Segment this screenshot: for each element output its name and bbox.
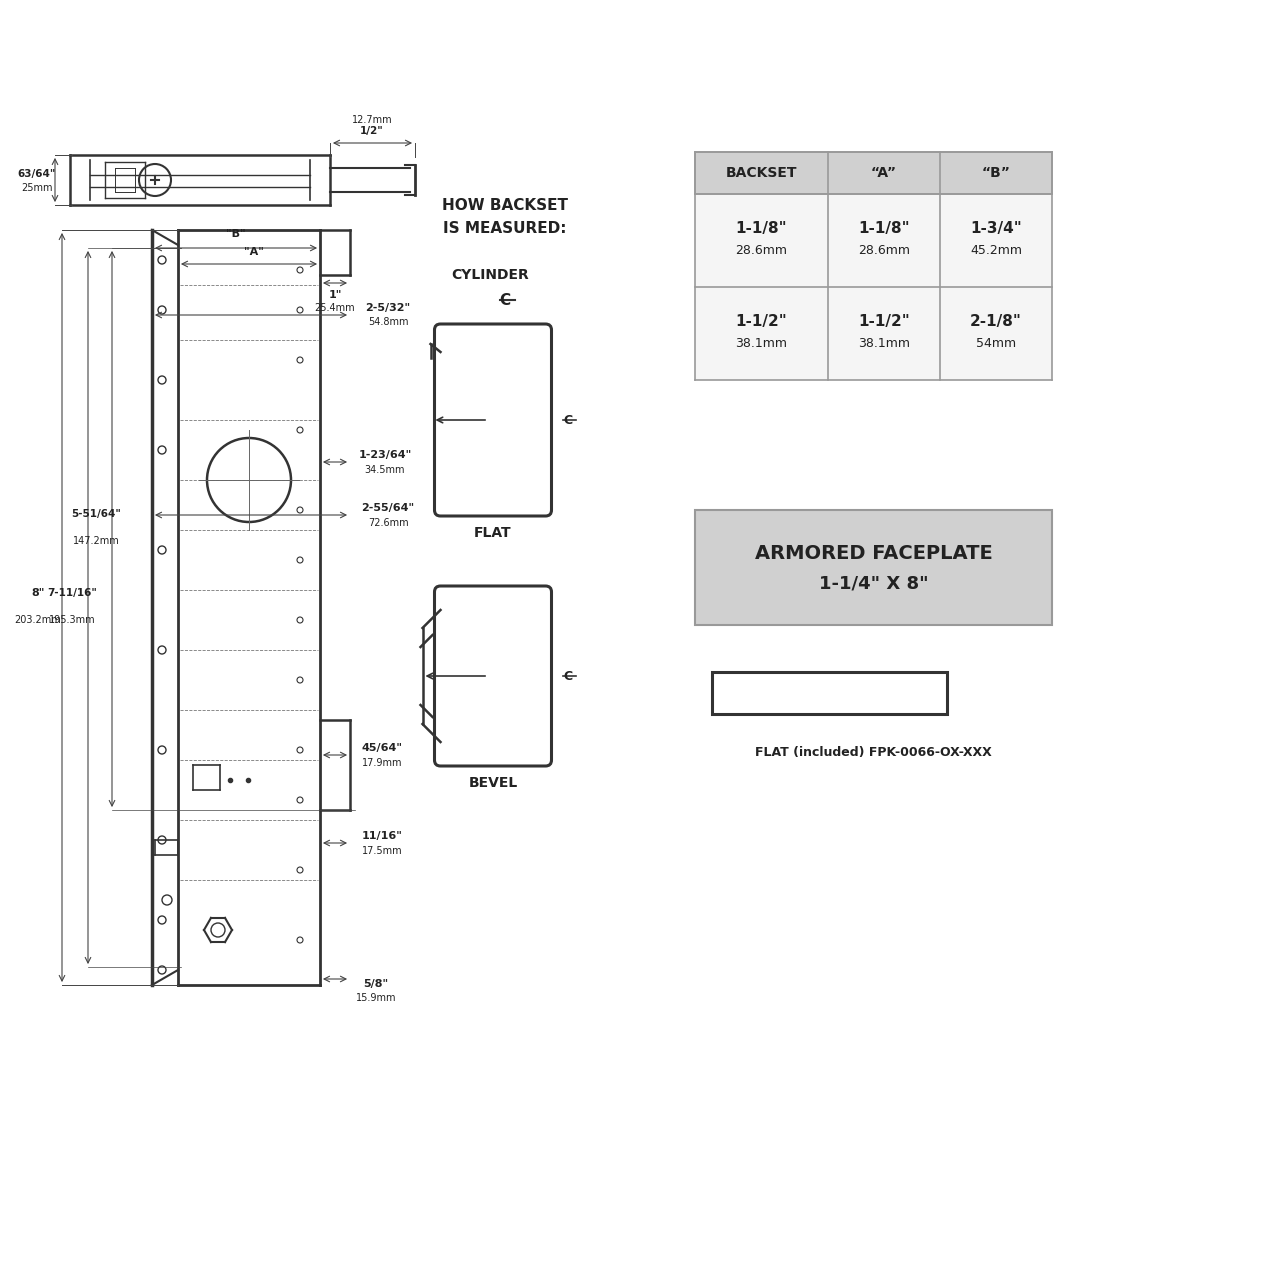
Text: 1-1/8": 1-1/8" [736,221,787,236]
Text: BEVEL: BEVEL [468,776,517,790]
Text: C: C [563,669,572,682]
Text: 11/16": 11/16" [361,831,402,841]
Text: FLAT (included) FPK-0066-OX-XXX: FLAT (included) FPK-0066-OX-XXX [755,745,992,759]
Text: 1-23/64": 1-23/64" [358,451,412,460]
Text: 17.5mm: 17.5mm [362,846,402,856]
Text: 5/8": 5/8" [364,979,389,989]
Text: C: C [563,413,572,426]
Text: BACKSET: BACKSET [726,166,797,180]
Bar [695,195,1052,287]
Text: 54.8mm: 54.8mm [367,317,408,326]
Text: HOW BACKSET: HOW BACKSET [442,197,568,212]
Text: 17.9mm: 17.9mm [362,758,402,768]
Text: 15.9mm: 15.9mm [356,993,397,1004]
Bar [695,287,1052,380]
Text: 2-5/32": 2-5/32" [365,303,411,314]
Text: "A": "A" [244,247,264,257]
Text: "B": "B" [227,229,246,239]
Text: 38.1mm: 38.1mm [858,337,910,349]
Text: 2-55/64": 2-55/64" [361,503,415,513]
Text: 203.2mm: 203.2mm [14,614,61,625]
Text: 147.2mm: 147.2mm [73,536,119,547]
Text: IS MEASURED:: IS MEASURED: [443,220,567,236]
Text: 8": 8" [31,588,45,598]
Text: 25.4mm: 25.4mm [315,303,356,314]
Bar [695,152,1052,195]
Text: 12.7mm: 12.7mm [352,115,392,125]
Text: 38.1mm: 38.1mm [736,337,787,349]
Text: 1-1/2": 1-1/2" [858,314,910,329]
Text: 63/64": 63/64" [18,169,56,179]
Text: 28.6mm: 28.6mm [858,244,910,257]
Text: 1-1/2": 1-1/2" [736,314,787,329]
Text: 72.6mm: 72.6mm [367,518,408,529]
Text: 54mm: 54mm [975,337,1016,349]
Text: “B”: “B” [982,166,1010,180]
Bar [712,672,947,714]
Text: ARMORED FACEPLATE: ARMORED FACEPLATE [755,544,992,563]
Text: 28.6mm: 28.6mm [736,244,787,257]
Text: C: C [499,293,511,307]
Text: 5-51/64": 5-51/64" [72,509,120,518]
Text: 1/2": 1/2" [360,125,384,136]
Text: 195.3mm: 195.3mm [49,614,95,625]
Text: 25mm: 25mm [22,183,52,193]
Text: FLAT: FLAT [474,526,512,540]
Text: 1": 1" [328,291,342,300]
Text: 45.2mm: 45.2mm [970,244,1021,257]
Bar [695,509,1052,625]
Text: 2-1/8": 2-1/8" [970,314,1021,329]
Text: “A”: “A” [870,166,897,180]
Text: 1-3/4": 1-3/4" [970,221,1021,236]
Text: 34.5mm: 34.5mm [365,465,406,475]
Text: 45/64": 45/64" [361,742,402,753]
Text: 1-1/4" X 8": 1-1/4" X 8" [819,575,928,593]
Text: CYLINDER: CYLINDER [451,268,529,282]
Text: 7-11/16": 7-11/16" [47,588,97,598]
Text: 1-1/8": 1-1/8" [858,221,910,236]
